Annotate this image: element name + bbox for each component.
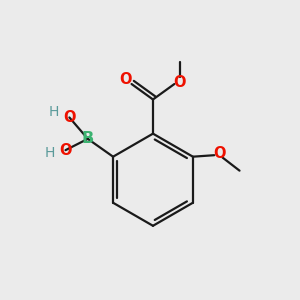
Text: H: H (45, 146, 55, 160)
Text: O: O (173, 75, 186, 90)
Text: B: B (82, 131, 94, 146)
Text: O: O (119, 72, 132, 87)
Text: O: O (213, 146, 226, 161)
Text: H: H (49, 105, 59, 119)
Text: O: O (63, 110, 76, 125)
Text: O: O (59, 142, 72, 158)
